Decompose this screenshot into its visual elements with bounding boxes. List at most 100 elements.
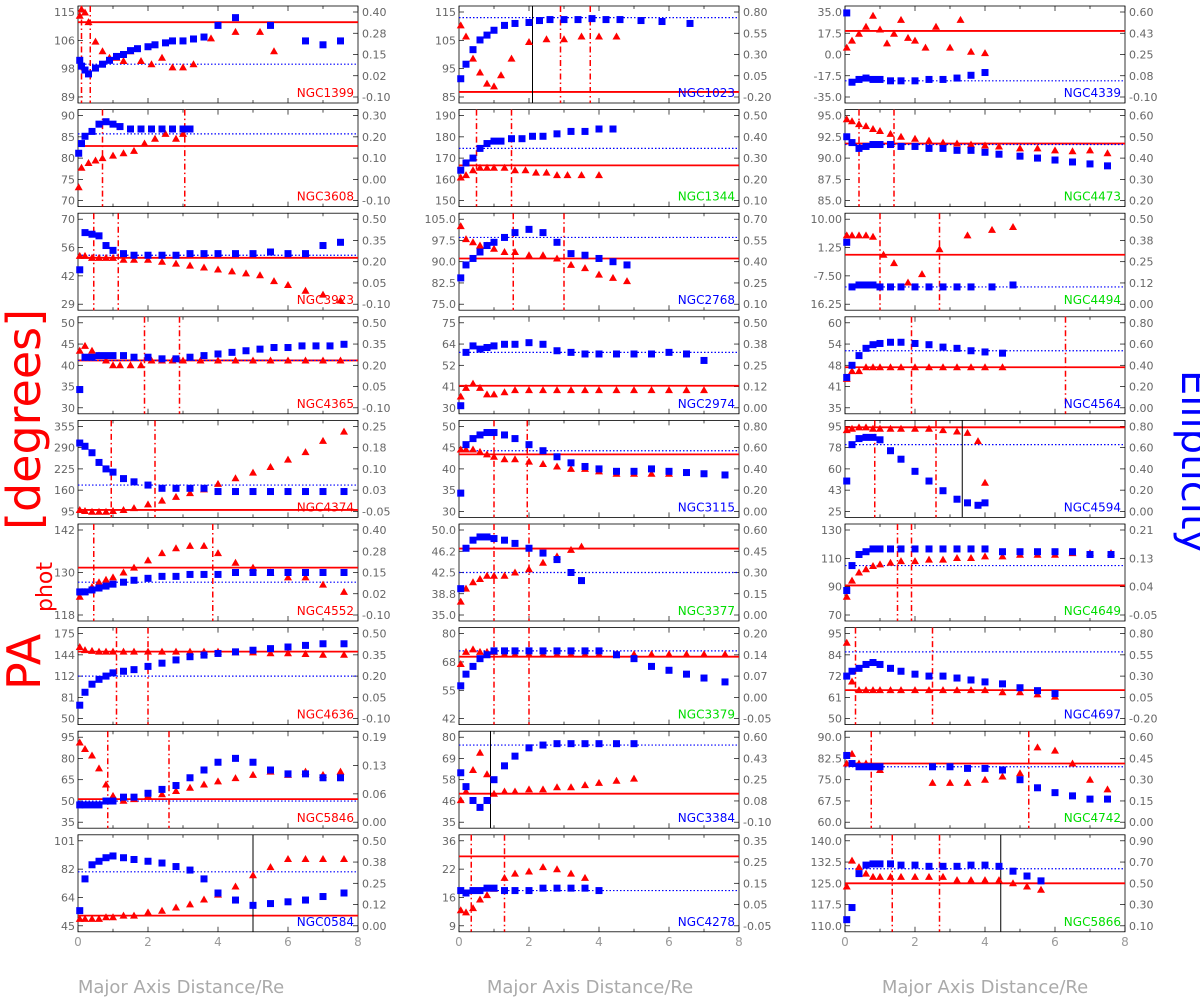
pa-point (75, 346, 84, 354)
pa-tick-label: 101 (54, 835, 75, 848)
pa-point (525, 457, 533, 465)
ell-point (284, 569, 292, 576)
pa-point (476, 68, 484, 76)
ell-point (1086, 160, 1094, 168)
galaxy-label: NGC5866 (1064, 915, 1121, 929)
ell-point (911, 670, 919, 678)
pa-point (75, 738, 84, 746)
panel-ngc1399: 115 106 98 89 0.40 0.28 0.15 0.02 -0.10 NGC1399 (54, 5, 390, 104)
ell-tick-label: 0.20 (743, 628, 768, 641)
pa-point (1016, 144, 1024, 152)
ell-point (130, 353, 138, 361)
panel-ngc3115: 50 45 40 35 30 0.80 0.60 0.40 0.20 0.00 NGC3115 (442, 419, 768, 518)
ell-point (483, 884, 491, 892)
ell-point (539, 132, 547, 140)
ell-point (518, 135, 526, 143)
pa-point (228, 267, 236, 275)
ell-tick-label: 0.05 (1129, 691, 1154, 704)
ell-point (298, 342, 306, 350)
pa-point (109, 647, 117, 655)
pa-point (75, 251, 84, 259)
ell-point (95, 801, 103, 809)
pa-tick-label: 35 (442, 484, 456, 497)
pa-tick-label: 78 (828, 442, 842, 455)
pa-tick-label: 80 (61, 152, 75, 165)
ell-tick-label: 0.38 (1129, 234, 1154, 247)
pa-point (581, 386, 589, 394)
pa-tick-label: 90.0 (818, 152, 843, 165)
ell-point (462, 670, 470, 678)
pa-point (319, 356, 327, 364)
pa-point (925, 872, 933, 880)
ell-point (457, 585, 465, 593)
pa-point (95, 507, 103, 515)
pa-point (1037, 885, 1045, 893)
ell-point (539, 447, 547, 455)
galaxy-label: NGC1023 (678, 86, 735, 100)
ell-point (897, 338, 905, 346)
pa-point (102, 913, 110, 921)
pa-point (560, 35, 568, 43)
ell-tick-label: -0.10 (362, 298, 390, 311)
pa-tick-label: 58 (442, 774, 456, 787)
ell-point (683, 670, 690, 678)
ell-point (462, 348, 470, 356)
ell-point (256, 345, 264, 353)
ell-point (88, 127, 96, 135)
ell-tick-label: 0.30 (1129, 173, 1154, 186)
pa-point (539, 863, 547, 871)
pa-point (581, 264, 589, 272)
ell-tick-label: 0.00 (362, 920, 387, 933)
pa-point (981, 876, 989, 884)
galaxy-label: NGC2768 (678, 293, 735, 307)
galaxy-label: NGC1399 (297, 86, 354, 100)
ell-point (974, 501, 982, 509)
ell-point (228, 348, 236, 356)
pa-point (897, 15, 905, 23)
pa-point (935, 245, 944, 253)
ell-point (267, 766, 274, 774)
pa-point (214, 479, 222, 487)
pa-point (939, 872, 947, 880)
ell-point (319, 640, 327, 648)
ell-point (172, 863, 180, 871)
pa-point (539, 558, 547, 566)
pa-point (869, 562, 877, 570)
pa-point (158, 257, 166, 265)
ell-point (999, 349, 1006, 357)
ell-point (200, 875, 208, 883)
pa-point (462, 383, 470, 391)
pa-point (848, 424, 856, 432)
galaxy-label: NGC4473 (1064, 190, 1121, 204)
ell-tick-label: 0.80 (743, 6, 768, 19)
pa-point (932, 22, 940, 30)
ell-point (683, 469, 690, 477)
x-tick-label: 6 (665, 935, 673, 949)
pa-point (1068, 147, 1077, 155)
galaxy-label: NGC4552 (297, 604, 354, 618)
ell-point (134, 45, 141, 53)
ell-point (88, 861, 96, 869)
pa-point (91, 156, 100, 164)
ell-point (876, 339, 884, 347)
ell-point (144, 251, 152, 259)
pa-point (81, 914, 89, 922)
galaxy-label: NGC3377 (678, 604, 735, 618)
ell-point (302, 770, 309, 778)
ell-point (120, 475, 127, 483)
ell-point (337, 774, 344, 782)
pa-point (500, 455, 509, 463)
ell-point (476, 36, 484, 44)
ell-tick-label: 0.30 (362, 110, 387, 123)
pa-point (842, 231, 851, 239)
pa-tick-label: 36 (442, 835, 456, 848)
ell-point (1023, 872, 1031, 880)
ell-tick-label: 0.40 (362, 524, 387, 537)
ell-tick-label: 0.28 (362, 545, 387, 558)
ell-point (1086, 550, 1094, 558)
ell-point (869, 141, 877, 149)
ell-point (302, 488, 309, 496)
ell-tick-label: 0.70 (743, 213, 768, 226)
pa-point (301, 448, 310, 456)
ell-point (462, 60, 470, 68)
